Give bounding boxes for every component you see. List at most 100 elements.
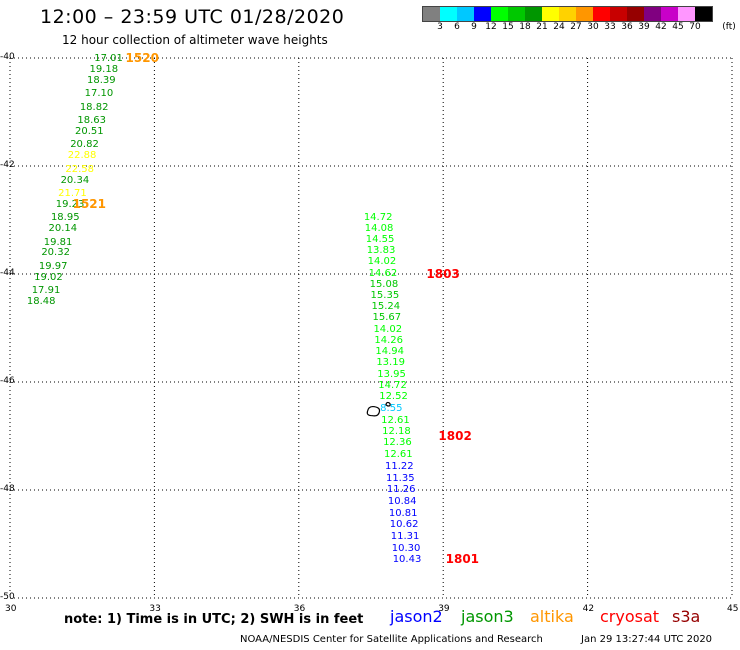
color-swatch [678,7,695,21]
wave-height-value: 11.22 [384,460,414,472]
wave-height-value: 20.51 [75,125,104,137]
wave-height-value: 14.08 [364,223,394,235]
wave-height-value: 14.02 [367,255,397,267]
island-small [385,401,391,407]
island-large [366,405,381,417]
pass-time-label: 1803 [426,267,460,281]
color-swatch [610,7,627,21]
color-swatch [644,7,661,21]
color-swatch [695,7,712,21]
x-tick-label: 42 [582,604,595,614]
wave-height-value: 11.31 [390,530,420,542]
pass-time-label: 1802 [438,429,472,443]
wave-height-value: 19.18 [89,63,119,75]
x-tick-label: 33 [149,604,161,614]
wave-height-value: 15.67 [372,312,402,324]
wave-height-value: 15.35 [370,289,400,301]
y-tick-label: -46 [0,376,15,386]
wave-height-value: 13.19 [376,357,405,369]
wave-height-value: 15.08 [369,278,399,290]
wave-height-value: 12.36 [383,437,412,449]
color-swatch [491,7,508,21]
wave-height-value: 21.71 [58,188,87,199]
y-tick-label: -48 [0,484,15,494]
wave-height-value: 13.83 [366,244,396,256]
color-swatch [457,7,474,21]
wave-height-value: 18.48 [26,296,56,307]
color-scale-label: 24 [553,22,565,32]
color-swatch [593,7,610,21]
wave-height-value: 18.39 [87,74,116,86]
color-swatch [525,7,542,21]
color-scale-label: 3 [437,22,443,32]
grid-lines [9,57,733,599]
wave-height-value: 18.82 [79,101,109,113]
wave-height-value: 20.34 [60,174,90,186]
color-scale-label: 70 [689,22,701,32]
color-swatch [542,7,559,21]
y-tick-label: -50 [0,592,15,602]
color-scale-unit: (ft) [722,22,736,32]
wave-height-value: 8.55 [380,402,403,414]
wave-height-value: 14.02 [373,324,403,336]
wave-height-value: 18.95 [50,212,80,224]
color-swatch [576,7,593,21]
wave-height-value: 19.02 [34,271,63,283]
wave-height-value: 19.23 [55,198,85,210]
wave-height-value: 12.52 [379,390,408,402]
wave-height-value: 14.62 [368,267,398,279]
wave-height-value: 20.14 [48,223,78,235]
wave-height-value: 17.10 [84,88,114,100]
y-tick-label: -40 [0,52,15,62]
pass-time-label: 1521 [72,196,106,211]
wave-height-value: 11.35 [385,472,415,484]
pass-time-label: 1520 [125,51,159,65]
footer-generated-time: Jan 29 13:27:44 UTC 2020 [581,634,713,645]
color-scale-label: 15 [502,22,514,32]
color-scale-label: 36 [621,22,633,32]
wave-height-value: 10.43 [392,554,422,566]
wave-height-value: 14.55 [365,233,395,245]
color-swatch [627,7,644,21]
color-scale-label: 18 [519,22,531,32]
wave-height-value: 20.82 [70,139,99,151]
wave-height-value: 17.01 [94,53,123,64]
color-swatch [661,7,678,21]
x-tick-label: 30 [5,604,17,614]
color-swatch [508,7,525,21]
color-swatch [440,7,457,21]
wave-height-value: 17.91 [31,285,61,297]
wave-height-value: 13.95 [377,368,406,380]
color-scale-label: 33 [604,22,616,32]
satellite-legend-jason2: jason2 [390,607,443,626]
wave-height-value: 19.97 [38,260,68,272]
color-scale-labels: 3 6 9 12 15 18 21 24 27 30 33 36 39 42 45 70 (ft) [422,22,740,34]
wave-height-value: 20.32 [41,247,70,259]
color-scale-label: 12 [485,22,497,32]
wave-height-value: 10.84 [387,495,417,507]
wave-height-value: 22.58 [65,163,95,175]
color-scale-label: 9 [471,22,477,32]
wave-height-value: 14.26 [374,334,404,346]
y-tick-label: -44 [0,268,15,278]
footer-note: note: 1) Time is in UTC; 2) SWH is in fe… [64,612,364,627]
satellite-legend-s3a: s3a [672,607,701,626]
wave-height-value: 19.81 [43,236,73,248]
wave-height-value: 12.18 [382,425,411,437]
wave-height-value: 10.62 [389,519,419,531]
wave-height-value: 15.24 [371,301,401,313]
wave-height-value: 22.88 [67,150,97,162]
wave-height-value: 14.94 [375,345,404,357]
footer-credit: NOAA/NESDIS Center for Satellite Applica… [240,634,543,645]
wave-height-value: 14.72 [378,379,407,391]
color-scale-label: 42 [655,22,667,32]
x-tick-label: 36 [293,604,306,614]
wave-height-value: 10.30 [391,542,421,554]
page-subtitle: 12 hour collection of altimeter wave hei… [62,33,328,47]
color-scale-label: 39 [638,22,650,32]
wave-height-value: 18.63 [77,115,107,127]
pass-time-label: 1801 [445,552,480,567]
color-scale-label: 21 [536,22,548,32]
